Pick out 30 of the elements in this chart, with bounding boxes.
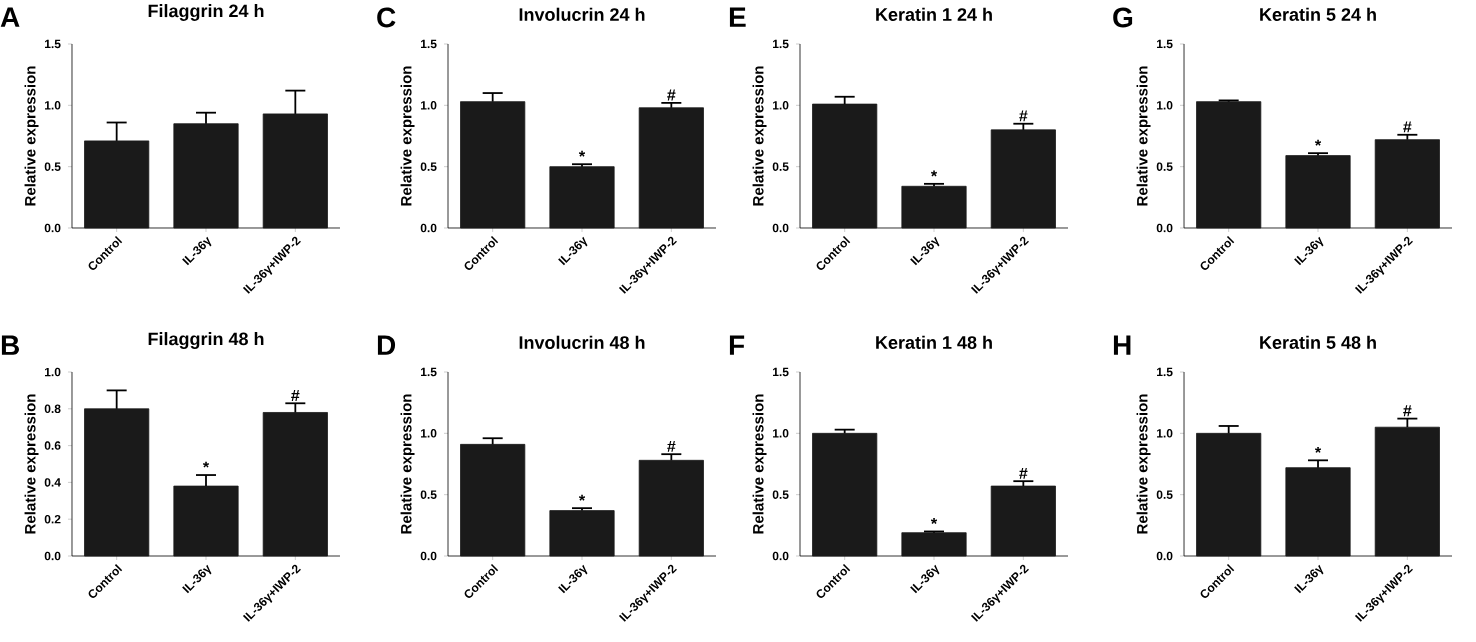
chart-title: Involucrin 48 h: [519, 335, 645, 349]
chart-title: Keratin 5 48 h: [1260, 335, 1376, 349]
annotation: *: [578, 150, 586, 157]
text: C: [377, 7, 396, 28]
annotation: #: [1403, 405, 1412, 417]
chart-title: Keratin 1 48 h: [876, 335, 992, 349]
chart-title: Keratin 5 24 h: [1260, 7, 1376, 21]
text: A: [0, 7, 20, 27]
annotation: *: [578, 494, 586, 501]
annotation: *: [1314, 446, 1322, 453]
text: G: [1113, 7, 1133, 28]
annotation: #: [291, 389, 300, 401]
text: D: [377, 335, 396, 355]
annotation: #: [1019, 467, 1028, 479]
annotation: #: [1403, 121, 1412, 133]
annotation: #: [667, 440, 676, 452]
text: H: [1113, 335, 1131, 355]
chart-title: Keratin 1 24 h: [876, 7, 992, 21]
annotation: #: [667, 89, 676, 101]
text: B: [1, 335, 19, 355]
annotation: *: [930, 518, 938, 525]
annotation: #: [1019, 110, 1028, 122]
annotation: *: [930, 170, 938, 177]
chart-title: Filaggrin 48 h: [148, 332, 264, 349]
text: E: [729, 7, 746, 27]
text: F: [729, 335, 745, 355]
annotation: *: [1314, 139, 1322, 146]
chart-title: Filaggrin 24 h: [148, 4, 264, 21]
annotation: *: [202, 461, 210, 468]
chart-title: Involucrin 24 h: [519, 7, 645, 21]
